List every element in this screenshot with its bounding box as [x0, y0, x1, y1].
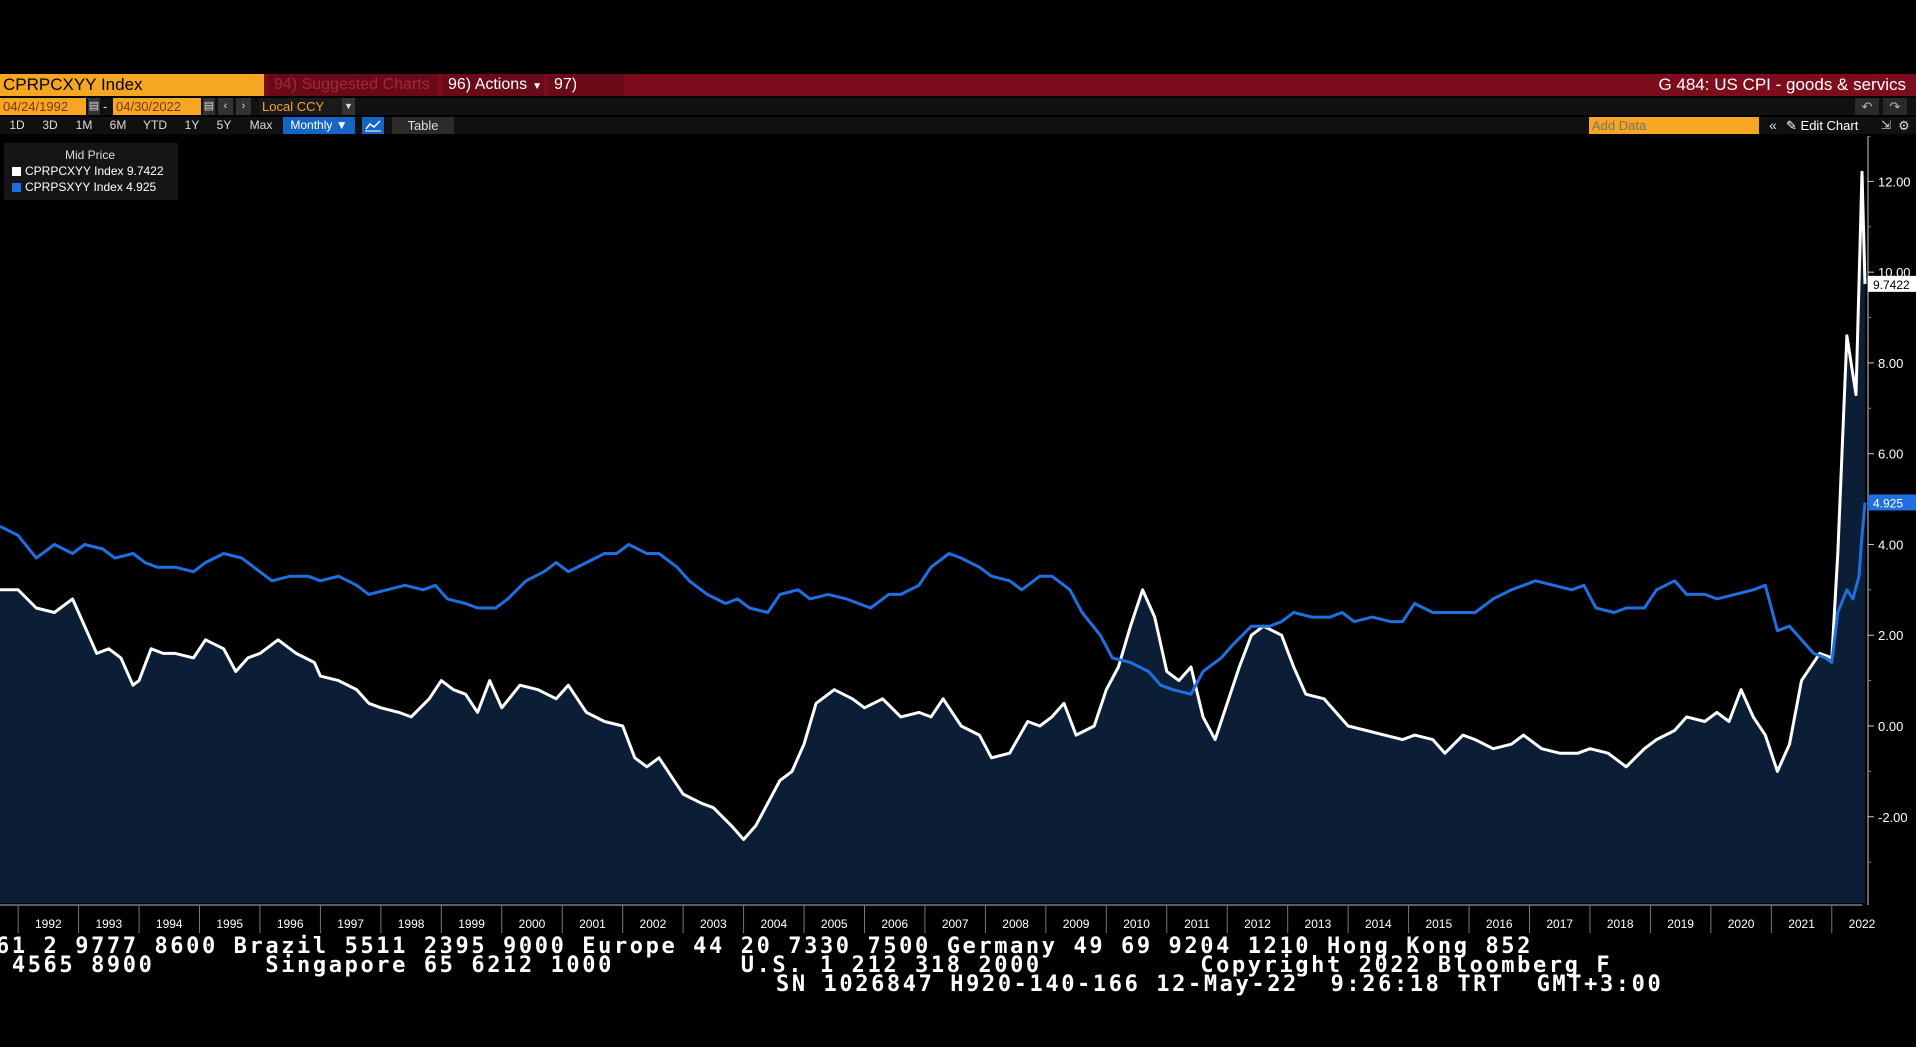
last-value-badge: [1868, 494, 1916, 511]
date-range-bar: [0, 98, 1916, 115]
legend-swatch: [12, 183, 21, 192]
legend-title: Mid Price: [64, 148, 115, 162]
gear-icon[interactable]: ⚙: [1898, 118, 1910, 133]
series-line-1: [0, 170, 1867, 841]
y-tick-label: 0.00: [1878, 719, 1903, 734]
x-tick-label: 2002: [640, 917, 667, 931]
y-tick-label: -2.00: [1878, 810, 1908, 825]
x-tick-label: 2007: [942, 917, 969, 931]
currency-select[interactable]: Local CCY: [259, 98, 355, 115]
x-tick-label: 1999: [458, 917, 485, 931]
calendar-icon[interactable]: ▤: [88, 98, 100, 115]
x-tick-label: 2011: [1184, 917, 1210, 931]
footer-contacts-line: 61 2 9777 8600 Brazil 5511 2395 9000 Eur…: [0, 934, 1533, 959]
calendar-icon[interactable]: ▤: [203, 98, 215, 115]
x-tick-label: 1997: [337, 917, 364, 931]
x-tick-label: 2003: [700, 917, 727, 931]
x-tick-label: 2010: [1123, 917, 1150, 931]
edit-menu-button[interactable]: 97) Edit▼: [548, 74, 624, 115]
frequency-label: Monthly: [290, 118, 333, 132]
y-tick-label: 6.00: [1878, 447, 1903, 462]
x-tick-label: 1994: [156, 917, 183, 931]
frequency-select[interactable]: Monthly ▼: [283, 117, 355, 134]
chevron-down-icon[interactable]: ▼: [342, 98, 355, 115]
suggested-charts-button[interactable]: 94) Suggested Charts: [268, 74, 438, 96]
chart-title: G 484: US CPI - goods & servics: [1658, 75, 1906, 94]
chart-legend: Mid Price CPRPCXYY Index 9.7422 CPRPSXYY…: [4, 143, 178, 200]
next-period-icon[interactable]: ›: [236, 98, 251, 115]
period-max-button[interactable]: Max: [249, 118, 273, 132]
last-value-label: 4.925: [1873, 496, 1903, 510]
redo-icon[interactable]: ↷: [1883, 98, 1907, 115]
undo-icon[interactable]: ↶: [1855, 98, 1879, 115]
legend-label: CPRPSXYY Index 4.925: [25, 180, 157, 194]
x-tick-label: 2019: [1667, 917, 1694, 931]
period-bar: [0, 117, 1916, 134]
pencil-icon: ✎: [1786, 118, 1797, 133]
period-1y-button[interactable]: 1Y: [184, 118, 200, 132]
period-5y-button[interactable]: 5Y: [216, 118, 232, 132]
x-tick-label: 2001: [579, 917, 606, 931]
x-tick-label: 1995: [216, 917, 243, 931]
export-icon[interactable]: ⇲: [1880, 118, 1892, 132]
period-3d-button[interactable]: 3D: [42, 118, 58, 132]
prev-period-icon[interactable]: ‹: [218, 98, 233, 115]
last-value-badge: [1868, 275, 1916, 292]
series-line-2: [0, 502, 1867, 696]
y-tick-label: 8.00: [1878, 356, 1903, 371]
legend-item[interactable]: CPRPSXYY Index 4.925: [12, 180, 156, 194]
edit-chart-button[interactable]: ✎ Edit Chart: [1786, 117, 1880, 134]
x-tick-label: 1998: [398, 917, 425, 931]
x-tick-label: 2000: [519, 917, 546, 931]
x-tick-label: 2004: [760, 917, 787, 931]
x-tick-label: 2006: [881, 917, 908, 931]
price-chart[interactable]: -2.000.002.004.006.008.0010.0012.009.742…: [0, 136, 1916, 944]
y-tick-label: 12.00: [1878, 174, 1911, 189]
x-tick-label: 2018: [1607, 917, 1634, 931]
x-tick-label: 2012: [1244, 917, 1271, 931]
x-tick-label: 2015: [1425, 917, 1452, 931]
y-tick-label: 2.00: [1878, 628, 1903, 643]
x-tick-label: 2020: [1728, 917, 1755, 931]
actions-menu-button[interactable]: 96) Actions ▼: [442, 74, 544, 96]
legend-label: CPRPCXYY Index 9.7422: [25, 164, 164, 178]
x-tick-label: 2009: [1063, 917, 1090, 931]
x-tick-label: 1993: [95, 917, 122, 931]
date-separator: -: [103, 99, 108, 114]
double-chevron-left-icon[interactable]: «: [1769, 117, 1777, 133]
actions-label: 96) Actions: [448, 76, 528, 93]
x-tick-label: 2008: [1002, 917, 1029, 931]
x-tick-label: 1992: [35, 917, 62, 931]
x-tick-label: 2022: [1849, 917, 1876, 931]
security-ticker-field[interactable]: CPRPCXYY Index: [0, 74, 264, 96]
period-1m-button[interactable]: 1M: [75, 118, 93, 132]
line-chart-icon[interactable]: [362, 117, 384, 134]
table-view-button[interactable]: Table: [392, 117, 454, 134]
last-value-label: 9.7422: [1873, 278, 1910, 292]
legend-item[interactable]: CPRPCXYY Index 9.7422: [12, 164, 164, 178]
x-tick-label: 2013: [1305, 917, 1332, 931]
footer-session-line: SN 1026847 H920-140-166 12-May-22 9:26:1…: [776, 972, 1664, 997]
start-date-field[interactable]: 04/24/1992: [0, 98, 86, 115]
x-tick-label: 2005: [821, 917, 848, 931]
y-tick-label: 4.00: [1878, 537, 1903, 552]
x-tick-label: 2021: [1788, 917, 1815, 931]
x-tick-label: 1996: [277, 917, 304, 931]
series-area-fill: [0, 172, 1865, 904]
footer-copyright-line: 4565 8900 Singapore 65 6212 1000 U.S. 1 …: [0, 953, 1613, 978]
period-1d-button[interactable]: 1D: [9, 118, 25, 132]
chevron-down-icon: ▼: [335, 118, 348, 132]
period-6m-button[interactable]: 6M: [109, 118, 127, 132]
period-ytd-button[interactable]: YTD: [143, 118, 167, 132]
legend-swatch: [12, 167, 21, 176]
x-tick-label: 2016: [1486, 917, 1513, 931]
chevron-down-icon: ▼: [532, 81, 543, 92]
add-data-input[interactable]: [1589, 117, 1759, 134]
x-tick-label: 2014: [1365, 917, 1392, 931]
end-date-field[interactable]: 04/30/2022: [113, 98, 201, 115]
x-tick-label: 2017: [1546, 917, 1573, 931]
edit-chart-label: Edit Chart: [1800, 118, 1859, 133]
